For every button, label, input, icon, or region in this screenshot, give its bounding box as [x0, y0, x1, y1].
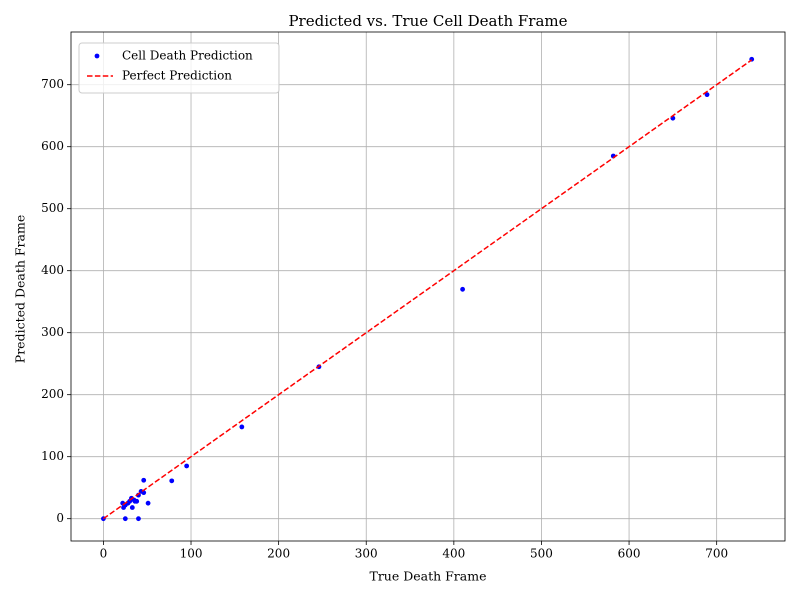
y-tick-label: 500: [41, 201, 64, 215]
legend-box: [78, 42, 280, 94]
x-tick-label: 700: [705, 547, 728, 561]
legend-marker: [94, 53, 100, 59]
x-tick-label: 0: [100, 547, 108, 561]
y-tick-label: 100: [41, 449, 64, 463]
line: [102, 59, 753, 520]
x-tick-label: 400: [442, 547, 465, 561]
point: [131, 497, 137, 503]
x-tick-label: 300: [355, 547, 378, 561]
plot-frame: [70, 31, 786, 542]
x-tick-label: 500: [530, 547, 553, 561]
x-tick-label: 100: [180, 547, 203, 561]
legend: Cell Death Prediction Perfect Prediction: [78, 42, 280, 94]
point: [141, 477, 147, 483]
y-tick-label: 400: [41, 263, 64, 277]
legend-label: Perfect Prediction: [122, 69, 232, 83]
point: [704, 92, 710, 98]
chart-title: Predicted vs. True Cell Death Frame: [288, 12, 567, 30]
legend-label: Cell Death Prediction: [122, 49, 253, 63]
point: [129, 505, 135, 510]
point: [184, 463, 190, 469]
y-axis-label: Predicted Death Frame: [13, 215, 28, 363]
point: [136, 516, 141, 522]
x-tick-label: 200: [267, 547, 290, 561]
point: [122, 516, 128, 522]
y-tick-label: 0: [56, 511, 64, 525]
point: [145, 500, 151, 506]
y-tick-label: 600: [41, 139, 64, 153]
x-tick-label: 600: [618, 547, 641, 561]
point: [239, 424, 245, 430]
x-axis-label: True Death Frame: [369, 569, 486, 584]
point: [169, 478, 175, 484]
point: [460, 286, 466, 292]
point: [121, 505, 126, 510]
y-tick-label: 300: [41, 325, 64, 339]
y-tick-label: 700: [41, 77, 64, 91]
y-tick-label: 200: [41, 387, 64, 401]
